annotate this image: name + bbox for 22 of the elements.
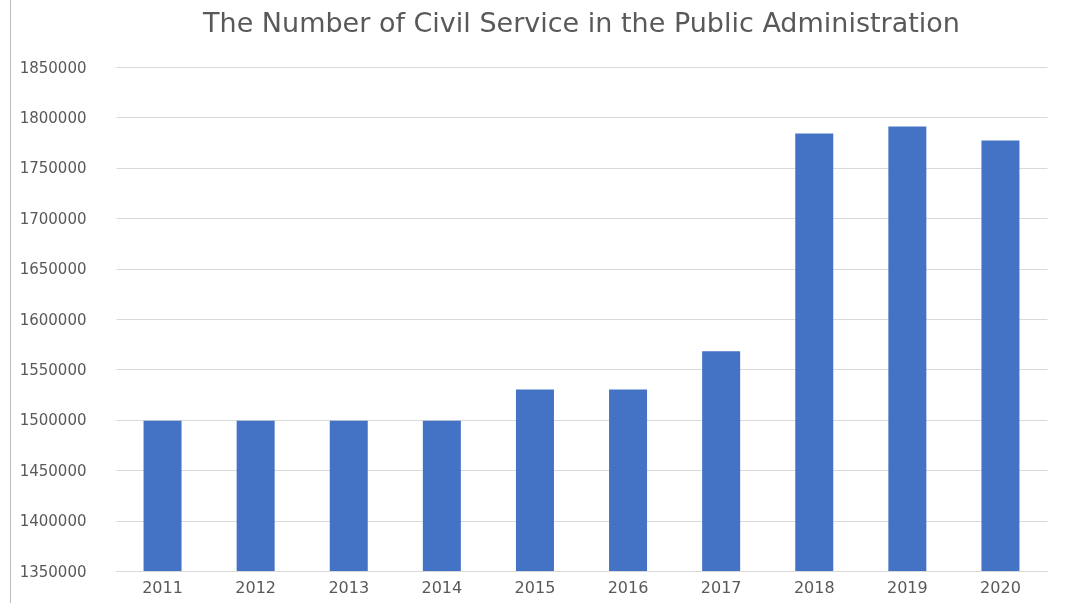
- x-tick-label: 2017: [700, 577, 742, 597]
- x-tick-label: 2019: [886, 577, 928, 597]
- chart-title: The Number of Civil Service in the Public Administration: [202, 7, 960, 38]
- x-tick-label: 2018: [793, 577, 835, 597]
- y-tick-label: 1700000: [19, 209, 87, 228]
- y-tick-label: 1400000: [19, 512, 87, 531]
- x-tick-label: 2020: [980, 577, 1021, 597]
- x-tick-label: 2016: [607, 577, 649, 597]
- x-tick-label: 2014: [421, 577, 463, 597]
- x-tick-label: 2011: [142, 577, 183, 597]
- y-tick-label: 1600000: [19, 310, 87, 329]
- y-tick-label: 1450000: [19, 461, 87, 480]
- y-tick-label: 1800000: [19, 108, 87, 127]
- x-tick-label: 2015: [514, 577, 556, 597]
- y-tick-label: 1850000: [19, 58, 87, 77]
- x-tick-label: 2013: [328, 577, 370, 597]
- y-tick-label: 1650000: [19, 260, 87, 279]
- y-tick-label: 1750000: [19, 159, 87, 178]
- y-tick-label: 1500000: [19, 411, 87, 430]
- x-tick-label: 2012: [235, 577, 277, 597]
- y-tick-label: 1350000: [19, 562, 87, 581]
- y-tick-label: 1550000: [19, 360, 87, 379]
